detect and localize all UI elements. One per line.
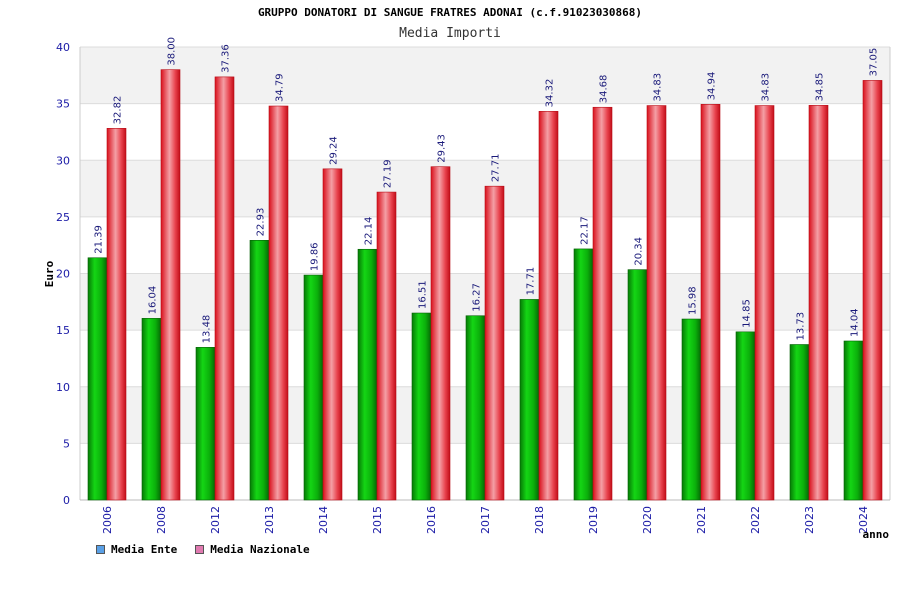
data-label: 34.83: [653, 73, 664, 102]
data-label: 16.27: [472, 283, 483, 312]
y-tick-label: 5: [63, 437, 70, 450]
data-label: 34.32: [545, 79, 556, 108]
data-label: 19.86: [310, 242, 321, 271]
data-label: 22.17: [580, 216, 591, 245]
bar-media-nazionale: [862, 80, 883, 501]
data-label: 34.85: [815, 73, 826, 102]
y-tick-label: 30: [56, 154, 70, 167]
y-tick-label: 35: [56, 98, 70, 111]
bar-media-ente: [195, 347, 216, 501]
legend-item-media-ente: Media Ente: [96, 543, 177, 556]
data-label: 34.83: [761, 73, 772, 102]
legend-item-media-nazionale: Media Nazionale: [195, 543, 310, 556]
bar-media-nazionale: [322, 168, 343, 501]
bar-media-nazionale: [700, 104, 721, 501]
x-tick-label: 2017: [479, 506, 492, 534]
bar-media-nazionale: [808, 105, 829, 501]
bar-media-nazionale: [106, 128, 127, 501]
x-tick-label: 2021: [695, 506, 708, 534]
bar-media-ente: [87, 257, 108, 501]
x-tick-label: 2019: [587, 506, 600, 534]
bar-media-ente: [303, 274, 324, 501]
legend-label-media-ente: Media Ente: [111, 543, 178, 556]
data-label: 29.24: [329, 136, 340, 165]
bar-media-ente: [411, 312, 432, 501]
bar-media-ente: [627, 269, 648, 501]
data-label: 32.82: [113, 96, 124, 125]
legend-swatch-media-ente: [96, 545, 105, 554]
x-tick-label: 2015: [371, 506, 384, 534]
data-label: 27.19: [383, 159, 394, 188]
data-label: 34.94: [707, 72, 718, 101]
y-tick-label: 15: [56, 324, 70, 337]
bar-media-ente: [357, 248, 378, 501]
chart-title: GRUPPO DONATORI DI SANGUE FRATRES ADONAI…: [257, 6, 643, 19]
bar-media-nazionale: [376, 191, 397, 501]
bar-media-ente: [681, 318, 702, 501]
y-tick-label: 0: [63, 494, 70, 507]
data-label: 16.04: [148, 286, 159, 315]
x-tick-label: 2013: [263, 506, 276, 534]
y-tick-label: 40: [56, 41, 70, 54]
bar-media-nazionale: [592, 106, 613, 501]
x-tick-label: 2018: [533, 506, 546, 534]
y-axis-label: Euro: [43, 260, 56, 287]
x-axis-label: anno: [863, 528, 890, 541]
y-tick-label: 20: [56, 268, 70, 281]
data-label: 13.73: [796, 312, 807, 341]
x-tick-label: 2023: [803, 506, 816, 534]
bar-media-nazionale: [646, 105, 667, 501]
bar-media-ente: [519, 299, 540, 501]
x-tick-label: 2020: [641, 506, 654, 534]
data-label: 34.79: [275, 73, 286, 102]
data-labels: 21.39 32.82 16.04 38.00 13.48 37.36 22.93 34.79…: [94, 37, 880, 343]
bar-media-ente: [735, 331, 756, 501]
x-tick-label: 2022: [749, 506, 762, 534]
data-label: 20.34: [634, 237, 645, 266]
bar-media-ente: [141, 318, 162, 501]
data-label: 16.51: [418, 280, 429, 309]
data-label: 29.43: [437, 134, 448, 163]
y-tick-label: 10: [56, 381, 70, 394]
x-tick-label: 2006: [101, 506, 114, 534]
bar-media-nazionale: [538, 111, 559, 501]
chart-subtitle: Media Importi: [399, 26, 501, 41]
bar-media-nazionale: [160, 69, 181, 501]
data-label: 14.85: [742, 299, 753, 328]
bar-media-nazionale: [754, 105, 775, 501]
legend-label-media-nazionale: Media Nazionale: [210, 543, 310, 556]
bar-media-nazionale: [268, 105, 289, 501]
x-tick-label: 2008: [155, 506, 168, 534]
data-label: 37.05: [869, 48, 880, 77]
data-label: 37.36: [221, 44, 232, 73]
data-label: 21.39: [94, 225, 105, 254]
x-tick-label: 2024: [857, 506, 870, 534]
legend: Media Ente Media Nazionale: [96, 543, 310, 556]
bar-media-nazionale: [430, 166, 451, 501]
x-tick-label: 2012: [209, 506, 222, 534]
data-label: 27.71: [491, 154, 502, 183]
data-label: 22.14: [364, 217, 375, 246]
x-tick-label: 2014: [317, 506, 330, 534]
data-label: 34.68: [599, 75, 610, 104]
x-tick-label: 2016: [425, 506, 438, 534]
bar-media-ente: [789, 344, 810, 501]
data-label: 13.48: [202, 315, 213, 344]
bar-media-ente: [573, 248, 594, 501]
data-label: 38.00: [167, 37, 178, 66]
bar-media-ente: [249, 240, 270, 501]
bar-media-ente: [465, 315, 486, 501]
data-label: 15.98: [688, 286, 699, 315]
bars: [87, 69, 883, 501]
y-tick-label: 25: [56, 211, 70, 224]
bar-media-nazionale: [484, 185, 505, 501]
data-label: 22.93: [256, 208, 267, 237]
data-label: 17.71: [526, 267, 537, 296]
bar-media-ente: [843, 340, 864, 501]
data-label: 14.04: [850, 308, 861, 337]
bar-media-nazionale: [214, 76, 235, 501]
legend-swatch-media-nazionale: [195, 545, 205, 554]
